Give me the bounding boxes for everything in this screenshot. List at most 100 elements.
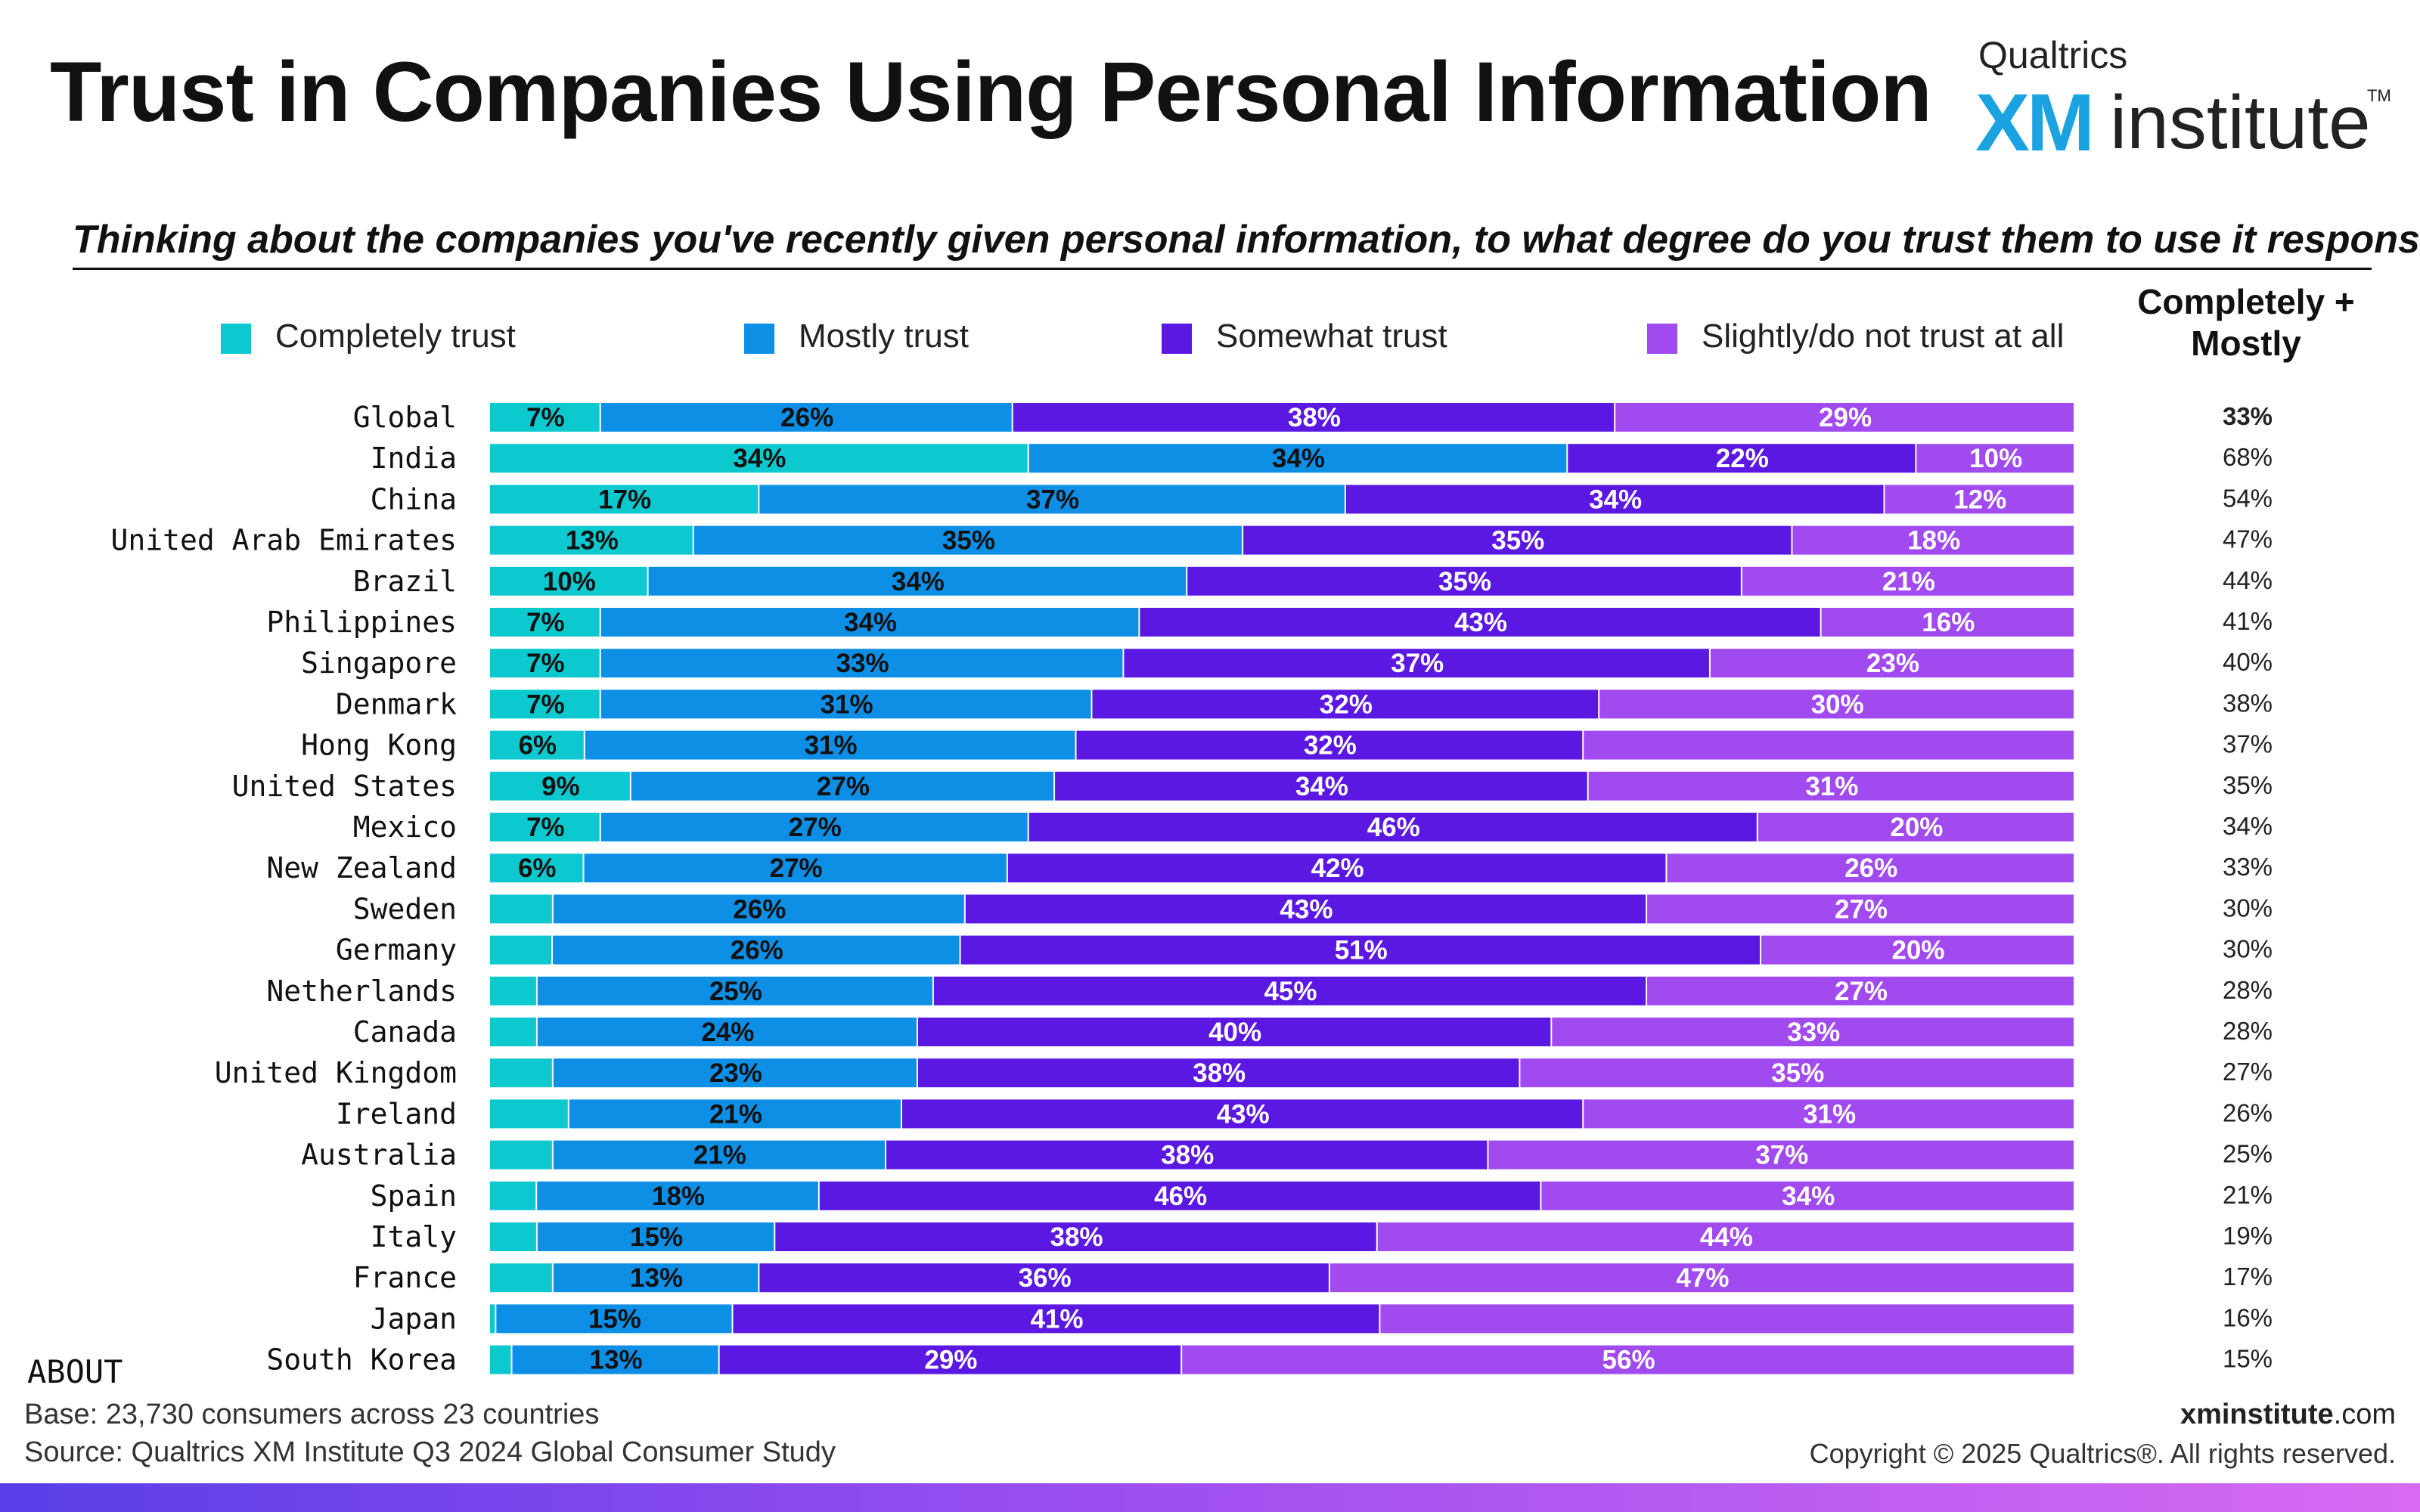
completely-plus-mostly-value: 19%	[2223, 1222, 2273, 1250]
website-link[interactable]: xminstitute.com	[2180, 1399, 2396, 1431]
data-label: 29%	[924, 1346, 977, 1375]
data-label: 7%	[526, 649, 565, 678]
bar-segment	[1124, 649, 1709, 678]
chart-row: France 13% 36% 47% 17%	[353, 1261, 2273, 1294]
row-label: India	[371, 442, 457, 475]
data-label: 15%	[588, 1304, 641, 1334]
legend-swatch-somewhat	[1162, 324, 1192, 354]
chart-row: South Korea 13% 29% 56% 15%	[266, 1343, 2273, 1377]
chart-row: Global 7% 26% 38% 29% 33%	[353, 401, 2273, 434]
legend-swatch-slightly	[1647, 324, 1677, 354]
bar-segment	[496, 1304, 732, 1334]
bar-segment	[537, 1181, 818, 1210]
chart-row: Japan 15% 41% 16%	[371, 1302, 2273, 1335]
data-label: 37%	[1391, 649, 1444, 678]
data-label: 27%	[1835, 894, 1888, 924]
row-label: United States	[232, 770, 457, 803]
completely-plus-mostly-value: 38%	[2223, 689, 2273, 717]
bar-segment	[490, 894, 552, 924]
chart-row: Australia 21% 38% 37% 25%	[301, 1139, 2273, 1172]
bar-segment	[1916, 444, 2074, 473]
bar-segment	[1568, 444, 1916, 473]
bar-segment	[1140, 608, 1820, 637]
bar-segment	[537, 976, 932, 1005]
data-label: 17%	[598, 485, 651, 514]
bar-segment	[1028, 813, 1757, 841]
data-label: 46%	[1367, 813, 1420, 842]
data-label: 26%	[1844, 854, 1897, 883]
data-label: 26%	[780, 403, 833, 432]
bar-segment	[490, 1222, 536, 1251]
data-label: 51%	[1335, 936, 1388, 965]
bar-segment	[1377, 1222, 2074, 1251]
row-label: China	[371, 482, 457, 516]
data-label: 42%	[1311, 854, 1364, 883]
completely-plus-mostly-value: 35%	[2223, 771, 2273, 799]
data-label: 36%	[1019, 1263, 1072, 1293]
chart-row: United States 9% 27% 34% 31% 35%	[232, 770, 2273, 803]
data-label: 34%	[1272, 444, 1325, 473]
data-label: 6%	[518, 854, 557, 883]
bar-segment	[1647, 976, 2074, 1005]
bar-segment	[490, 1345, 511, 1374]
data-label: 43%	[1217, 1099, 1270, 1129]
data-label: 56%	[1602, 1346, 1655, 1375]
completely-plus-mostly-value: 26%	[2223, 1098, 2273, 1126]
bar-segment	[585, 730, 1075, 760]
chart-row: China 17% 37% 34% 12% 54%	[371, 482, 2273, 516]
data-label: 44%	[1700, 1222, 1753, 1252]
row-label: Singapore	[301, 646, 457, 680]
data-label: 31%	[821, 689, 873, 719]
data-label: 31%	[805, 731, 858, 761]
completely-plus-mostly-value: 33%	[2223, 853, 2273, 881]
bar-segment	[537, 1222, 774, 1251]
row-label: Sweden	[353, 892, 457, 925]
completely-plus-mostly-value: 30%	[2223, 935, 2273, 963]
data-label: 7%	[526, 403, 565, 432]
completely-plus-mostly-value: 16%	[2223, 1303, 2273, 1331]
chart-legend: Completely trust Mostly trust Somewhat t…	[0, 308, 2087, 369]
data-label: 43%	[1280, 894, 1333, 924]
bar-segment	[933, 976, 1646, 1005]
bar-segment	[1885, 485, 2074, 514]
row-label: Denmark	[336, 687, 457, 720]
row-label: South Korea	[266, 1343, 457, 1377]
row-label: United Arab Emirates	[110, 524, 457, 557]
bar-segment	[490, 1058, 552, 1088]
data-label: 32%	[1304, 731, 1357, 761]
bar-segment	[719, 1345, 1181, 1374]
data-label: 38%	[1193, 1058, 1246, 1088]
bar-segment	[584, 854, 1007, 883]
chart-row: United Kingdom 23% 38% 35% 27%	[215, 1056, 2273, 1089]
legend-label-completely: Completely trust	[275, 318, 516, 355]
data-label: 26%	[731, 936, 783, 965]
logo-brand-text: Qualtrics	[1978, 34, 2128, 76]
row-label: Hong Kong	[301, 729, 457, 762]
bar-segment	[537, 1018, 917, 1046]
bar-segment	[553, 1140, 885, 1170]
bar-segment	[1599, 689, 2074, 719]
data-label: 31%	[1803, 1099, 1856, 1129]
data-label: 13%	[630, 1263, 683, 1293]
bar-segment	[1584, 1099, 2074, 1129]
completely-plus-mostly-header: Completely + Mostly	[2137, 282, 2355, 364]
chart-row: United Arab Emirates 13% 35% 35% 18% 47%	[110, 524, 2273, 557]
data-label: 34%	[1589, 485, 1642, 514]
bar-segment	[775, 1222, 1376, 1251]
data-label: 40%	[1208, 1018, 1261, 1047]
bar-segment	[490, 689, 600, 719]
bar-segment	[733, 1304, 1379, 1334]
data-label: 35%	[1438, 567, 1491, 596]
bar-segment	[490, 730, 584, 760]
data-label: 13%	[566, 526, 619, 556]
row-label: Netherlands	[266, 974, 457, 1008]
data-label: 35%	[1771, 1058, 1824, 1088]
bar-segment	[1615, 403, 2074, 432]
row-label: Ireland	[336, 1097, 457, 1130]
data-label: 23%	[1866, 649, 1919, 678]
completely-plus-mostly-value: 21%	[2223, 1181, 2273, 1209]
bar-segment	[631, 771, 1054, 801]
bar-segment	[600, 689, 1091, 719]
bar-segment	[1055, 771, 1587, 801]
data-label: 38%	[1161, 1141, 1214, 1170]
